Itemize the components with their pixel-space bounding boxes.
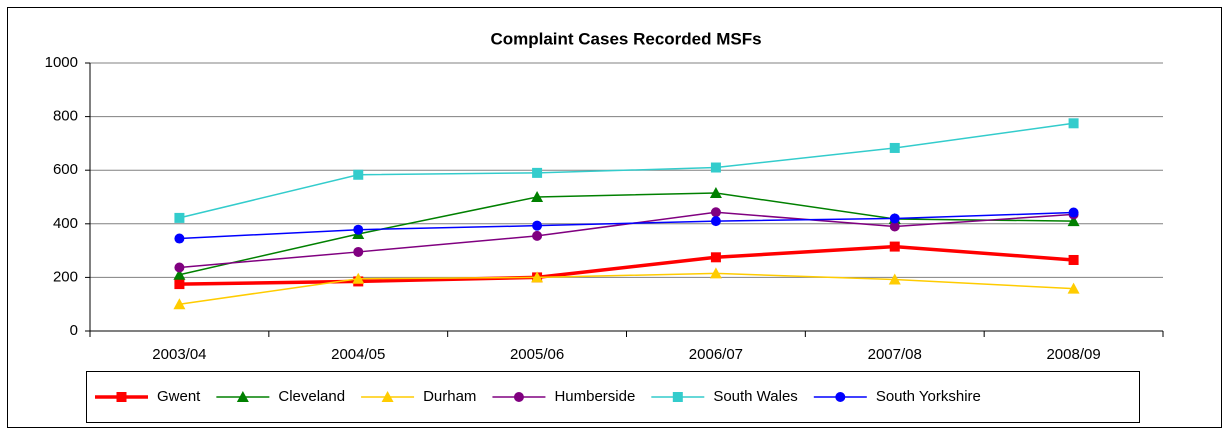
data-point — [889, 221, 900, 232]
legend-marker — [236, 391, 249, 402]
data-point — [174, 233, 185, 244]
data-point — [889, 142, 900, 153]
data-point — [709, 267, 722, 279]
legend-label: Gwent — [157, 388, 201, 405]
series-line — [179, 192, 1074, 276]
x-tick-label: 2008/09 — [1046, 346, 1100, 363]
x-tick-label: 2003/04 — [152, 346, 206, 363]
data-point — [531, 271, 544, 283]
data-point — [710, 162, 721, 173]
chart-border — [7, 7, 1222, 428]
data-point — [532, 167, 543, 178]
data-point — [352, 272, 365, 284]
data-point — [174, 262, 185, 273]
legend-label: Durham — [423, 388, 476, 405]
y-tick-label: 400 — [53, 215, 78, 232]
x-tick-label: 2005/06 — [510, 346, 564, 363]
series-line — [179, 244, 1074, 286]
data-point — [353, 246, 364, 257]
data-point — [1067, 282, 1080, 294]
data-point — [710, 216, 721, 227]
data-point — [1068, 118, 1079, 129]
legend-label: South Wales — [713, 388, 798, 405]
series-line — [179, 211, 1074, 240]
y-tick-label: 1000 — [45, 54, 78, 71]
data-point — [889, 241, 900, 252]
data-point — [1067, 215, 1080, 227]
data-point — [531, 191, 544, 202]
legend-marker — [513, 392, 524, 402]
x-tick-label: 2004/05 — [331, 346, 385, 363]
data-point — [710, 207, 721, 218]
data-point — [532, 230, 543, 241]
data-point — [174, 212, 185, 223]
legend-marker — [672, 392, 683, 402]
chart-title: Complaint Cases Recorded MSFs — [490, 29, 761, 48]
series-line — [179, 122, 1074, 219]
x-tick-label: 2007/08 — [868, 346, 922, 363]
x-tick-label: 2006/07 — [689, 346, 743, 363]
data-point — [710, 252, 721, 263]
legend-label: Cleveland — [278, 388, 345, 405]
series-line — [179, 272, 1074, 305]
data-point — [173, 298, 186, 310]
data-point — [353, 169, 364, 180]
legend-marker — [835, 392, 846, 402]
legend-marker — [381, 391, 394, 402]
data-point — [174, 279, 185, 290]
data-point — [889, 213, 900, 224]
data-point — [353, 224, 364, 235]
y-tick-label: 200 — [53, 268, 78, 285]
y-tick-label: 800 — [53, 108, 78, 125]
legend-label: Humberside — [554, 388, 635, 405]
data-point — [888, 273, 901, 285]
data-point — [1068, 254, 1079, 265]
data-point — [173, 268, 186, 280]
legend-marker — [116, 392, 127, 402]
legend-label: South Yorkshire — [876, 388, 981, 405]
y-tick-label: 0 — [70, 322, 78, 339]
data-point — [709, 186, 722, 198]
y-tick-label: 600 — [53, 161, 78, 178]
data-point — [532, 220, 543, 231]
data-point — [1068, 207, 1079, 218]
